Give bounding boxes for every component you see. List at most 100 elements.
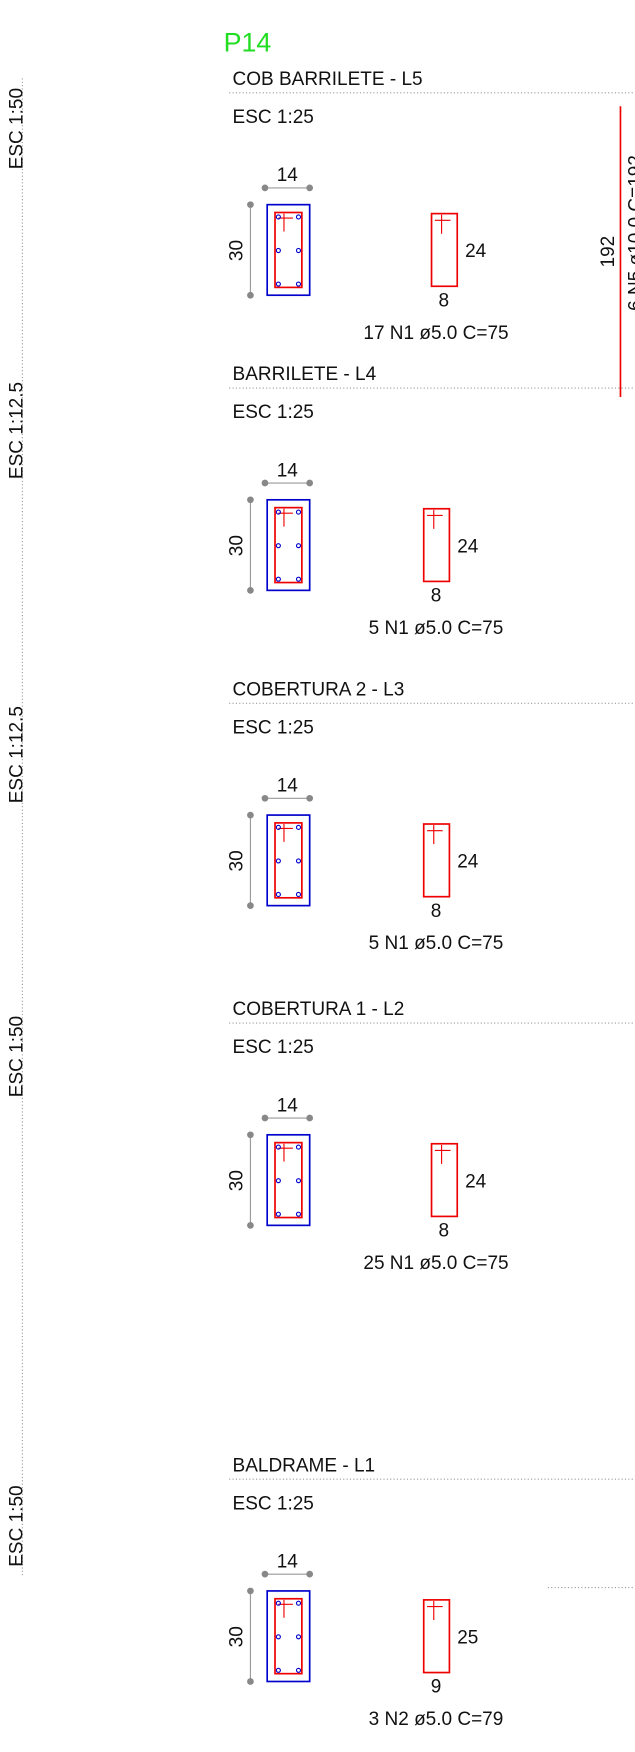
dim-dot <box>247 1678 254 1685</box>
stirrup-height: 25 <box>457 1627 478 1648</box>
stirrup <box>274 822 303 899</box>
rebar <box>295 1667 302 1673</box>
dim-dot <box>247 1587 254 1595</box>
dim-dot <box>261 794 269 802</box>
dim-dot <box>261 479 269 487</box>
width-label: 14 <box>277 1095 299 1116</box>
stirrup-shape <box>422 507 451 583</box>
rebar <box>275 1634 281 1640</box>
section-scale: ESC 1:25 <box>233 717 314 738</box>
stirrup <box>274 506 303 584</box>
stirrup <box>274 211 303 289</box>
height-label: 30 <box>227 240 248 261</box>
rebar <box>295 1600 302 1606</box>
stirrup-width: 9 <box>431 1677 442 1698</box>
dim-dot <box>247 291 254 299</box>
dim-dot <box>306 1570 314 1578</box>
dim-dot <box>261 184 269 192</box>
column <box>266 203 311 297</box>
section-name: COBERTURA 1 - L2 <box>233 999 405 1020</box>
height-label: 30 <box>227 535 248 556</box>
column <box>266 814 311 907</box>
rebar <box>275 281 281 287</box>
rebar <box>275 1211 281 1217</box>
dim-dot <box>247 587 254 594</box>
rebar <box>275 576 281 582</box>
rebar <box>295 1211 302 1217</box>
section-name: COBERTURA 2 - L3 <box>233 679 405 700</box>
stirrup <box>274 1141 303 1219</box>
rebar <box>275 214 281 220</box>
bars-label: 5 N1 ø5.0 C=75 <box>369 618 504 639</box>
dim-dot <box>306 1114 314 1122</box>
stirrup-shape <box>430 1142 459 1218</box>
hook <box>278 824 293 842</box>
title: P14 <box>224 28 272 58</box>
long-bars: 6 N5 ø10.0 C=192 <box>626 155 635 311</box>
stirrup-shape <box>422 1599 451 1674</box>
section-name: COB BARRILETE - L5 <box>233 69 423 90</box>
side-scale: ESC 1:50 <box>6 1485 27 1566</box>
side-scale: ESC 1:50 <box>6 1016 27 1097</box>
rebar <box>295 576 302 582</box>
width-label: 14 <box>277 1551 299 1572</box>
bars-label: 17 N1 ø5.0 C=75 <box>363 323 508 344</box>
section-scale: ESC 1:25 <box>233 402 314 423</box>
rebar <box>295 509 302 515</box>
dim-dot <box>247 811 254 819</box>
rebar <box>295 824 302 830</box>
dim-dot <box>306 184 314 192</box>
width-label: 14 <box>277 165 299 186</box>
long-length: 192 <box>598 236 619 268</box>
bars-label: 3 N2 ø5.0 C=79 <box>369 1709 504 1730</box>
rebar <box>275 891 281 898</box>
hook <box>278 508 293 527</box>
stirrup-shape <box>422 823 451 898</box>
column <box>266 1133 311 1227</box>
dim-dot <box>261 1570 269 1578</box>
rebar <box>295 214 302 220</box>
rebar <box>275 1600 281 1606</box>
hook <box>278 1143 293 1162</box>
column <box>266 1590 311 1683</box>
rebar <box>275 1667 281 1673</box>
hook <box>427 825 443 845</box>
stirrup <box>274 1597 303 1675</box>
dim-dot <box>306 794 314 802</box>
rebar <box>275 858 281 864</box>
bars-label: 5 N1 ø5.0 C=75 <box>369 933 504 954</box>
rebar <box>295 1178 302 1184</box>
dim-dot <box>306 479 314 487</box>
height-label: 30 <box>227 850 248 871</box>
rebar <box>275 543 281 549</box>
width-label: 14 <box>277 776 299 797</box>
side-scale: ESC 1:12.5 <box>6 382 27 479</box>
width-label: 14 <box>277 460 299 481</box>
rebar <box>295 1144 302 1150</box>
dim-dot <box>247 496 254 504</box>
rebar <box>295 1634 302 1640</box>
dim-dot <box>261 1114 269 1122</box>
side-scale: ESC 1:12.5 <box>6 706 27 803</box>
column <box>266 498 311 592</box>
dim-dot <box>247 902 254 909</box>
rebar <box>295 858 302 864</box>
stirrup-width: 8 <box>431 586 442 607</box>
rebar <box>275 509 281 515</box>
hook <box>434 214 451 234</box>
section-scale: ESC 1:25 <box>233 1037 314 1058</box>
stirrup-height: 24 <box>465 241 487 262</box>
rebar <box>275 247 281 254</box>
rebar <box>275 1144 281 1150</box>
side-scale: ESC 1:50 <box>6 88 27 169</box>
height-label: 30 <box>227 1626 248 1647</box>
rebar <box>275 1178 281 1184</box>
rebar <box>295 281 302 287</box>
rebar <box>275 824 281 830</box>
hook <box>434 1144 451 1164</box>
section-name: BALDRAME - L1 <box>233 1455 376 1476</box>
rebar <box>295 247 302 254</box>
stirrup-height: 24 <box>457 852 479 873</box>
dim-dot <box>247 1131 254 1139</box>
